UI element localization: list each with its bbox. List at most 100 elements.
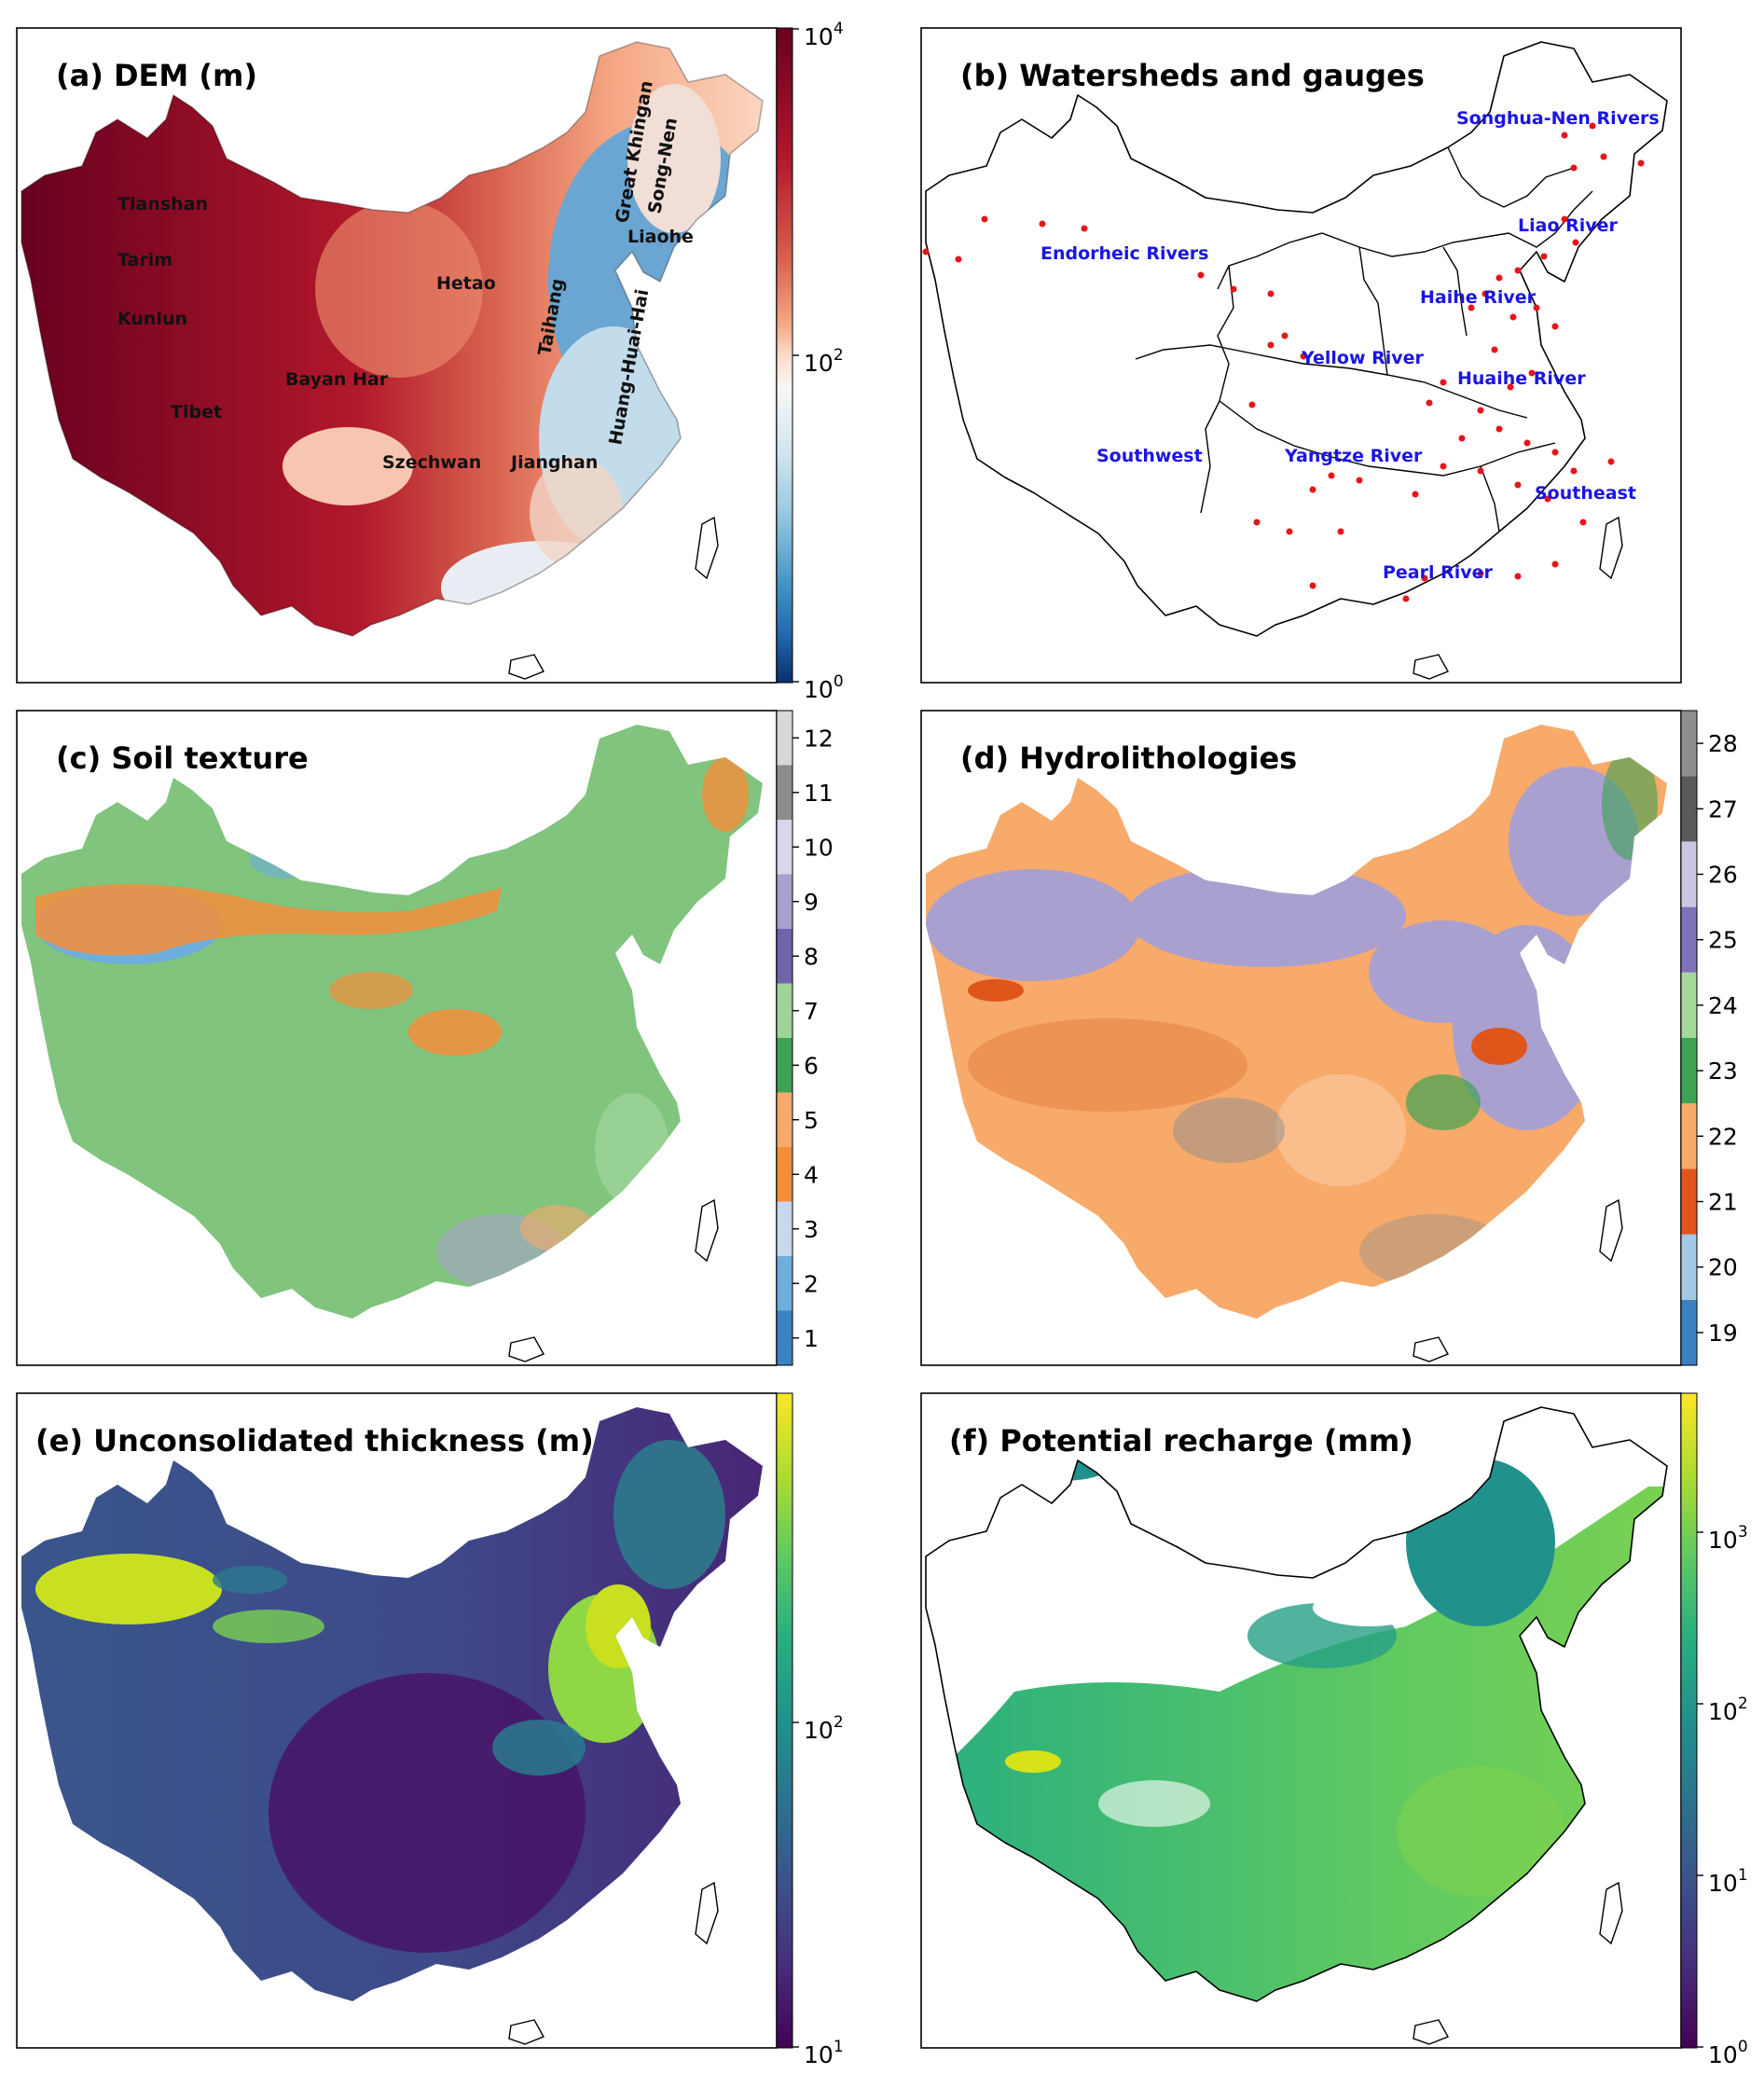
label-szechwan: Szechwan	[382, 452, 481, 473]
cb-c-label-2: 2	[804, 1270, 819, 1297]
cb-d-label-26: 26	[1708, 862, 1738, 889]
basin-yellow: Yellow River	[1301, 348, 1425, 368]
cb-f-tick-3: 101	[1708, 1866, 1748, 1897]
panel-e: (e) Unconsolidated thickness (m) 102 101	[16, 1392, 844, 2068]
label-kunlun: Kunlun	[117, 309, 187, 329]
cb-d-label-28: 28	[1708, 730, 1738, 757]
label-bayan-har: Bayan Har	[285, 369, 389, 390]
cb-c-label-8: 8	[804, 943, 819, 970]
panel-f-title: (f) Potential recharge (mm)	[949, 1423, 1413, 1459]
cb-c-swatch-1	[777, 1310, 792, 1365]
colorbar-e	[776, 1392, 793, 2049]
cb-d-swatch-23	[1681, 1038, 1697, 1104]
cb-c-swatch-4	[777, 1147, 792, 1202]
cb-c-swatch-11	[777, 765, 792, 820]
cb-d-label-23: 23	[1708, 1058, 1738, 1085]
cb-d-label-19: 19	[1708, 1320, 1738, 1347]
panel-a-title: (a) DEM (m)	[56, 58, 257, 93]
colorbar-d: 19 20 21 22 23 24 25 26 27 28	[1680, 710, 1738, 1366]
panel-e-map: (e) Unconsolidated thickness (m)	[21, 1407, 763, 2045]
cb-d-swatch-19	[1681, 1299, 1697, 1365]
cb-a-tick-top: 104	[804, 20, 844, 50]
label-liaohe: Liaohe	[627, 227, 694, 247]
cb-d-swatch-21	[1681, 1168, 1697, 1235]
panel-a-map: (a) DEM (m) Tianshan Tarim Kunlun Tibet …	[21, 41, 764, 680]
cb-c-swatch-2	[777, 1256, 792, 1311]
cb-d-label-20: 20	[1708, 1254, 1738, 1281]
basin-boundaries	[1135, 146, 1593, 532]
cb-d-swatch-27	[1681, 776, 1697, 842]
panel-e-title: (e) Unconsolidated thickness (m)	[35, 1423, 594, 1459]
panel-f: (f) Potential recharge (mm) 103 102 101 …	[920, 1392, 1748, 2068]
cb-d-label-27: 27	[1708, 795, 1738, 823]
cb-d-swatch-20	[1681, 1234, 1697, 1300]
cb-c-label-12: 12	[804, 725, 834, 752]
cb-f-tick-4: 100	[1708, 2038, 1748, 2068]
basin-endorheic: Endorheic Rivers	[1040, 243, 1208, 264]
cb-c-swatch-8	[777, 929, 792, 984]
label-tarim: Tarim	[117, 250, 172, 270]
cb-a-tick-mid: 102	[804, 346, 844, 377]
panel-b-frame	[920, 27, 1682, 684]
cb-c-swatch-3	[777, 1201, 792, 1256]
cb-a-tick-bot: 100	[804, 672, 844, 703]
cb-c-swatch-5	[777, 1092, 792, 1147]
cb-c-swatch-7	[777, 983, 792, 1038]
label-hetao: Hetao	[436, 273, 496, 294]
panel-b-title: (b) Watersheds and gauges	[960, 58, 1425, 93]
basin-yangtze: Yangtze River	[1284, 446, 1423, 466]
panel-d-map: (d) Hydrolithologies	[926, 725, 1667, 1362]
cb-c-swatch-9	[777, 874, 792, 929]
colorbar-f-ticks: 103 102 101 100	[1697, 1523, 1748, 2068]
basin-southwest: Southwest	[1096, 446, 1203, 466]
label-jianghan: Jianghan	[509, 452, 598, 473]
cb-c-label-5: 5	[804, 1107, 819, 1134]
panel-b-map: (b) Watersheds and gauges Songhua-Nen Ri…	[922, 41, 1668, 680]
cb-f-tick-2: 102	[1708, 1694, 1748, 1725]
cb-c-label-10: 10	[804, 834, 834, 861]
basin-liao: Liao River	[1518, 215, 1619, 236]
cb-c-label-9: 9	[804, 889, 819, 916]
basin-huaihe: Huaihe River	[1457, 368, 1586, 389]
cb-c-label-1: 1	[804, 1325, 819, 1352]
colorbar-a-ticks: 104 102 100	[792, 20, 844, 703]
cb-c-swatch-10	[777, 820, 792, 875]
cb-d-swatch-22	[1681, 1103, 1697, 1169]
cb-d-swatch-25	[1681, 906, 1697, 973]
cb-d-label-22: 22	[1708, 1123, 1738, 1150]
cb-d-label-21: 21	[1708, 1189, 1738, 1216]
basin-haihe: Haihe River	[1420, 287, 1537, 308]
panel-c-map: (c) Soil texture	[21, 725, 763, 1362]
panel-c-title: (c) Soil texture	[56, 740, 309, 776]
cb-d-swatch-26	[1681, 841, 1697, 907]
cb-f-tick-1: 103	[1708, 1523, 1748, 1554]
panel-d-title: (d) Hydrolithologies	[960, 740, 1297, 776]
cb-d-swatch-24	[1681, 972, 1697, 1038]
label-tianshan: Tianshan	[117, 194, 208, 214]
basin-southeast: Southeast	[1535, 483, 1636, 504]
panel-a: (a) DEM (m) Tianshan Tarim Kunlun Tibet …	[16, 20, 844, 703]
cb-e-tick-mid: 102	[804, 1713, 844, 1744]
cb-d-label-25: 25	[1708, 927, 1738, 954]
cb-d-swatch-28	[1681, 711, 1697, 777]
cb-d-label-24: 24	[1708, 992, 1738, 1019]
cb-c-label-6: 6	[804, 1052, 819, 1079]
cb-e-tick-bot: 101	[804, 2038, 844, 2068]
basin-songhua-nen: Songhua-Nen Rivers	[1456, 108, 1660, 129]
colorbar-f	[1680, 1392, 1698, 2049]
colorbar-a	[776, 27, 793, 684]
cb-c-swatch-12	[777, 711, 792, 766]
cb-c-label-7: 7	[804, 998, 819, 1025]
label-tibet: Tibet	[171, 402, 222, 422]
cb-c-label-11: 11	[804, 780, 834, 807]
panel-f-map: (f) Potential recharge (mm)	[925, 1406, 1668, 2045]
panel-d: (d) Hydrolithologies 19 20 21 22 23 24 25 26 27 2…	[920, 710, 1738, 1366]
cb-c-label-3: 3	[804, 1216, 819, 1243]
colorbar-e-ticks: 102 101	[792, 1713, 844, 2068]
basin-pearl: Pearl River	[1383, 562, 1494, 583]
cb-c-swatch-6	[777, 1038, 792, 1093]
panel-b: (b) Watersheds and gauges Songhua-Nen Ri…	[920, 27, 1682, 684]
